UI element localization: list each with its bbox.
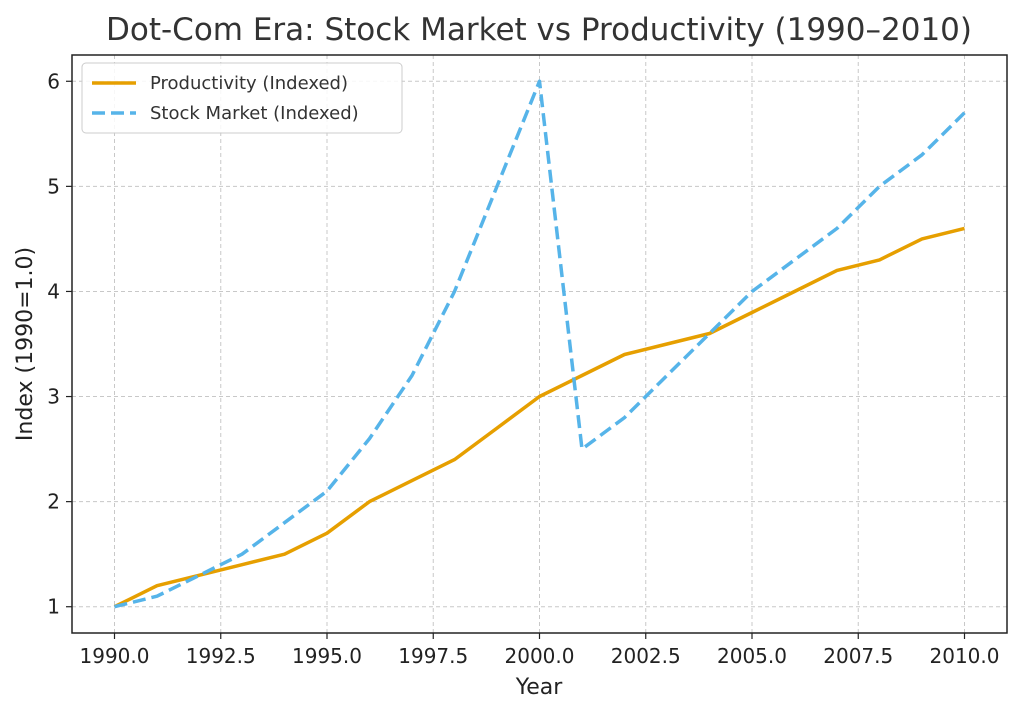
x-tick-label: 1995.0 xyxy=(292,644,362,668)
legend-label: Productivity (Indexed) xyxy=(150,73,348,94)
chart-title: Dot-Com Era: Stock Market vs Productivit… xyxy=(106,12,972,48)
y-tick-label: 3 xyxy=(47,385,60,409)
x-tick-label: 1990.0 xyxy=(80,644,150,668)
y-tick-label: 6 xyxy=(47,69,60,93)
x-axis-label: Year xyxy=(515,675,564,700)
y-tick-label: 1 xyxy=(47,595,60,619)
legend-box xyxy=(81,62,403,134)
x-tick-label: 2005.0 xyxy=(717,644,787,668)
series-layer xyxy=(113,79,966,609)
x-tick-label: 1992.5 xyxy=(186,644,256,668)
x-tick-label: 2010.0 xyxy=(930,644,1000,668)
x-tick-label: 2002.5 xyxy=(611,644,681,668)
series-line-stock-market xyxy=(114,79,966,609)
y-tick-label: 5 xyxy=(47,174,60,198)
series-line-productivity xyxy=(113,226,965,609)
y-axis: 1 2 3 4 5 6 xyxy=(47,69,72,619)
legend-label: Stock Market (Indexed) xyxy=(150,103,359,124)
x-tick-label: 1997.5 xyxy=(398,644,468,668)
grid xyxy=(72,55,1007,633)
y-tick-label: 2 xyxy=(47,490,60,514)
legend: Productivity (Indexed) Stock Market (Inde… xyxy=(81,62,403,134)
y-tick-label: 4 xyxy=(47,279,60,303)
y-axis-label: Index (1990=1.0) xyxy=(13,247,38,441)
x-tick-label: 2007.5 xyxy=(823,644,893,668)
x-tick-label: 2000.0 xyxy=(505,644,575,668)
x-axis: 1990.0 1992.5 1995.0 1997.5 2000.0 2002.5 2005… xyxy=(80,633,1000,668)
